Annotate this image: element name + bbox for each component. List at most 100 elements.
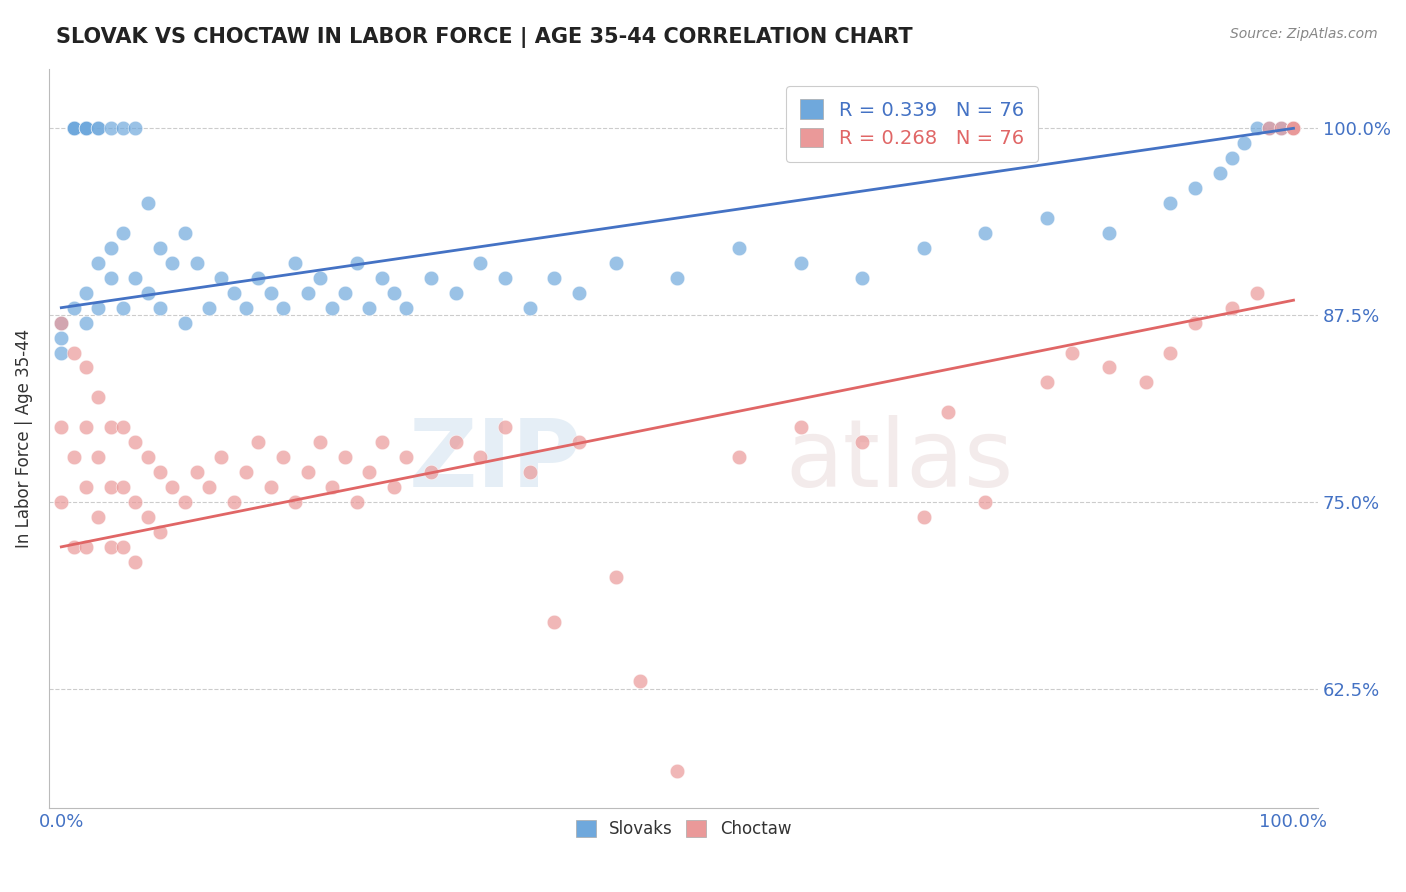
Point bbox=[284, 495, 307, 509]
Point bbox=[1220, 151, 1243, 165]
Point bbox=[851, 435, 873, 450]
Point bbox=[222, 285, 245, 300]
Point bbox=[444, 435, 467, 450]
Point bbox=[62, 121, 84, 136]
Point bbox=[370, 435, 392, 450]
Point bbox=[62, 121, 84, 136]
Point bbox=[260, 285, 283, 300]
Point bbox=[87, 390, 110, 404]
Point bbox=[1282, 121, 1305, 136]
Point bbox=[1257, 121, 1279, 136]
Point bbox=[136, 510, 159, 524]
Point bbox=[382, 285, 405, 300]
Point bbox=[271, 301, 294, 315]
Point bbox=[51, 420, 73, 434]
Point bbox=[124, 555, 146, 569]
Point bbox=[62, 121, 84, 136]
Point bbox=[100, 270, 122, 285]
Point bbox=[568, 435, 591, 450]
Point bbox=[111, 540, 134, 554]
Point bbox=[149, 241, 172, 255]
Point bbox=[543, 615, 565, 629]
Point bbox=[444, 285, 467, 300]
Legend: Slovaks, Choctaw: Slovaks, Choctaw bbox=[569, 813, 797, 845]
Point bbox=[87, 510, 110, 524]
Point bbox=[100, 480, 122, 494]
Point bbox=[100, 540, 122, 554]
Point bbox=[87, 450, 110, 465]
Point bbox=[75, 121, 97, 136]
Point bbox=[1282, 121, 1305, 136]
Text: Source: ZipAtlas.com: Source: ZipAtlas.com bbox=[1230, 27, 1378, 41]
Point bbox=[470, 256, 492, 270]
Point bbox=[395, 301, 418, 315]
Point bbox=[111, 420, 134, 434]
Point bbox=[359, 465, 381, 479]
Point bbox=[382, 480, 405, 494]
Point bbox=[75, 540, 97, 554]
Point bbox=[235, 301, 257, 315]
Point bbox=[851, 270, 873, 285]
Point bbox=[1159, 345, 1181, 359]
Point bbox=[136, 285, 159, 300]
Point bbox=[912, 510, 935, 524]
Point bbox=[494, 420, 516, 434]
Point bbox=[111, 121, 134, 136]
Point bbox=[359, 301, 381, 315]
Point bbox=[149, 301, 172, 315]
Point bbox=[297, 465, 319, 479]
Point bbox=[494, 270, 516, 285]
Point bbox=[346, 256, 368, 270]
Point bbox=[1036, 376, 1059, 390]
Point bbox=[1282, 121, 1305, 136]
Point bbox=[309, 435, 332, 450]
Point bbox=[321, 480, 343, 494]
Point bbox=[666, 270, 689, 285]
Point bbox=[87, 121, 110, 136]
Point bbox=[1246, 121, 1268, 136]
Point bbox=[395, 450, 418, 465]
Point bbox=[186, 256, 208, 270]
Point bbox=[568, 285, 591, 300]
Point bbox=[728, 241, 751, 255]
Point bbox=[938, 405, 960, 419]
Point bbox=[519, 465, 541, 479]
Point bbox=[75, 360, 97, 375]
Point bbox=[912, 241, 935, 255]
Point bbox=[297, 285, 319, 300]
Point bbox=[271, 450, 294, 465]
Point bbox=[75, 420, 97, 434]
Point bbox=[1257, 121, 1279, 136]
Point bbox=[1220, 301, 1243, 315]
Point bbox=[62, 540, 84, 554]
Point bbox=[247, 270, 270, 285]
Point bbox=[1184, 181, 1206, 195]
Point bbox=[100, 420, 122, 434]
Point bbox=[51, 316, 73, 330]
Point bbox=[728, 450, 751, 465]
Point bbox=[605, 570, 627, 584]
Point bbox=[1036, 211, 1059, 225]
Point bbox=[420, 270, 443, 285]
Text: SLOVAK VS CHOCTAW IN LABOR FORCE | AGE 35-44 CORRELATION CHART: SLOVAK VS CHOCTAW IN LABOR FORCE | AGE 3… bbox=[56, 27, 912, 48]
Point bbox=[111, 301, 134, 315]
Point bbox=[260, 480, 283, 494]
Point bbox=[235, 465, 257, 479]
Point bbox=[1270, 121, 1292, 136]
Point bbox=[333, 450, 356, 465]
Point bbox=[420, 465, 443, 479]
Point bbox=[974, 226, 997, 240]
Point bbox=[62, 450, 84, 465]
Point bbox=[149, 524, 172, 539]
Point bbox=[75, 121, 97, 136]
Point bbox=[666, 764, 689, 778]
Point bbox=[87, 301, 110, 315]
Point bbox=[605, 256, 627, 270]
Point bbox=[186, 465, 208, 479]
Point bbox=[789, 420, 811, 434]
Point bbox=[100, 121, 122, 136]
Point bbox=[51, 330, 73, 344]
Text: ZIP: ZIP bbox=[409, 415, 582, 507]
Point bbox=[173, 316, 195, 330]
Point bbox=[284, 256, 307, 270]
